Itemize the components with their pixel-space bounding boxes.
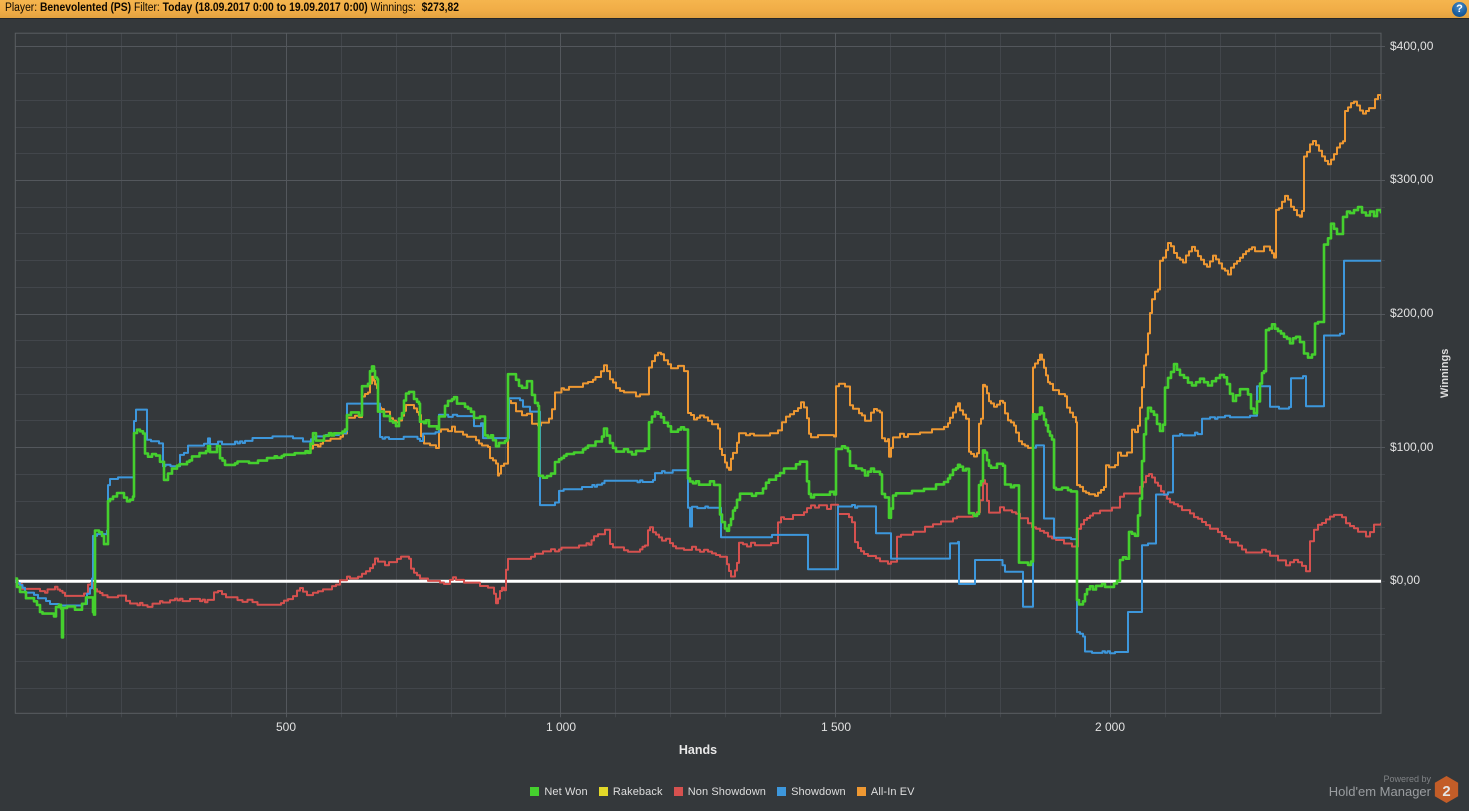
svg-text:2: 2 — [1442, 784, 1450, 800]
